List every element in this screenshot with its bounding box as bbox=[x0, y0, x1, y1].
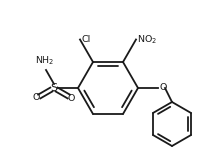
Text: S: S bbox=[50, 83, 58, 93]
Text: O: O bbox=[68, 93, 75, 102]
Text: O: O bbox=[159, 83, 166, 92]
Text: NO$_2$: NO$_2$ bbox=[137, 33, 157, 46]
Text: O: O bbox=[33, 93, 40, 102]
Text: NH$_2$: NH$_2$ bbox=[35, 54, 55, 67]
Text: Cl: Cl bbox=[81, 35, 90, 44]
